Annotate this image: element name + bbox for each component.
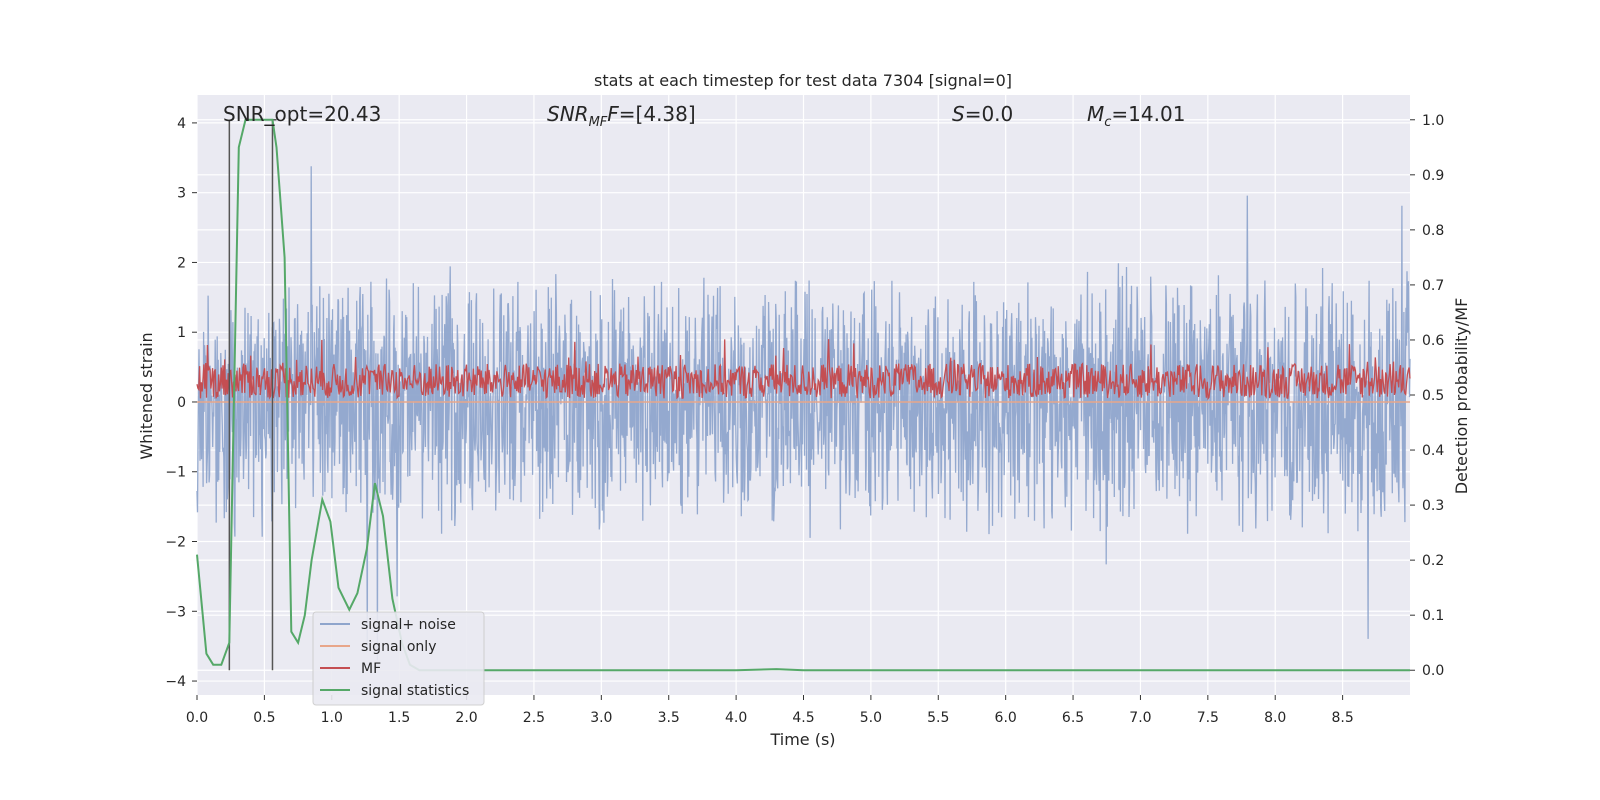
x-tick-label: 6.5 (1062, 710, 1084, 726)
mc-subscript: c (1104, 115, 1111, 130)
legend-label-signal-noise: signal+ noise (361, 617, 456, 633)
snr-mf-value: =[4.38] (619, 102, 696, 126)
x-tick-label: 8.0 (1264, 710, 1286, 726)
y-right-tick-label: 1.0 (1422, 113, 1444, 129)
legend-label-signal-only: signal only (361, 639, 436, 655)
y-right-tick-label: 0.9 (1422, 168, 1444, 184)
x-tick-label: 3.5 (658, 710, 680, 726)
s-value: =0.0 (965, 102, 1014, 126)
x-tick-label: 7.0 (1129, 710, 1151, 726)
signal-statistics-series (196, 118, 1410, 672)
x-tick-label: 3.0 (590, 710, 612, 726)
y-axis-left-label: Whitened strain (137, 332, 156, 459)
s-label: S (952, 102, 965, 126)
s-annotation: S=0.0 (952, 102, 1013, 126)
mc-label: M (1087, 102, 1104, 126)
x-tick-label: 6.0 (995, 710, 1017, 726)
y-left-tick-label: −1 (165, 465, 186, 481)
mf-line (196, 339, 1411, 401)
chart-title: stats at each timestep for test data 730… (594, 71, 1012, 90)
y-left-tick-label: −4 (165, 674, 186, 690)
mf-series (196, 339, 1411, 401)
snr-mf-annotation: SNRMFF=[4.38] (547, 102, 696, 130)
y-left-tick-label: 0 (177, 395, 186, 411)
x-axis-label: Time (s) (769, 730, 835, 749)
legend: signal+ noise signal only MF signal stat… (312, 611, 485, 706)
x-axis-ticks: 0.0 0.5 1.0 1.5 2.0 2.5 3.0 3.5 4.0 4.5 5.0 5.5 6.0 6… (186, 695, 1354, 726)
legend-label-mf: MF (361, 661, 381, 677)
x-tick-label: 5.5 (927, 710, 949, 726)
y-left-tick-label: 2 (177, 255, 186, 271)
mc-value: =14.01 (1111, 102, 1185, 126)
legend-box (312, 611, 485, 706)
y-right-tick-label: 0.5 (1422, 388, 1444, 404)
y-left-tick-label: 3 (177, 186, 186, 202)
y-right-tick-label: 0.0 (1422, 663, 1444, 679)
x-tick-label: 2.0 (455, 710, 477, 726)
y-right-tick-label: 0.2 (1422, 553, 1444, 569)
y-left-tick-label: −3 (165, 604, 186, 620)
y-axis-right-label: Detection probability/MF (1452, 298, 1471, 495)
y-right-tick-label: 0.4 (1422, 443, 1444, 459)
y-right-tick-label: 0.6 (1422, 333, 1444, 349)
signal-statistics-line (196, 118, 1410, 672)
x-tick-label: 4.5 (792, 710, 814, 726)
x-tick-label: 1.5 (388, 710, 410, 726)
y-left-tick-label: −2 (165, 535, 186, 551)
y-right-tick-label: 0.7 (1422, 278, 1444, 294)
y-axis-left-ticks: −4 −3 −2 −1 0 1 2 3 4 (165, 116, 197, 690)
y-right-tick-label: 0.1 (1422, 608, 1444, 624)
snr-mf-label: SNR (547, 102, 589, 126)
x-tick-label: 0.0 (186, 710, 208, 726)
y-left-tick-label: 4 (177, 116, 186, 132)
y-left-tick-label: 1 (177, 325, 186, 341)
y-right-tick-label: 0.8 (1422, 223, 1444, 239)
x-tick-label: 4.0 (725, 710, 747, 726)
x-tick-label: 2.5 (523, 710, 545, 726)
mc-annotation: Mc=14.01 (1087, 102, 1185, 130)
x-tick-label: 0.5 (253, 710, 275, 726)
x-tick-label: 1.0 (321, 710, 343, 726)
snr-mf-subscript: MF (589, 115, 608, 130)
x-tick-label: 7.5 (1197, 710, 1219, 726)
y-right-tick-label: 0.3 (1422, 498, 1444, 514)
x-tick-label: 5.0 (860, 710, 882, 726)
y-axis-right-ticks: 0.0 0.1 0.2 0.3 0.4 0.5 0.6 0.7 0.8 0.9 1.0 (1410, 113, 1444, 679)
legend-label-signal-statistics: signal statistics (361, 683, 469, 699)
snr-opt-annotation: SNR_opt=20.43 (223, 102, 381, 126)
snr-mf-f: F (607, 102, 619, 126)
x-tick-label: 8.5 (1331, 710, 1353, 726)
